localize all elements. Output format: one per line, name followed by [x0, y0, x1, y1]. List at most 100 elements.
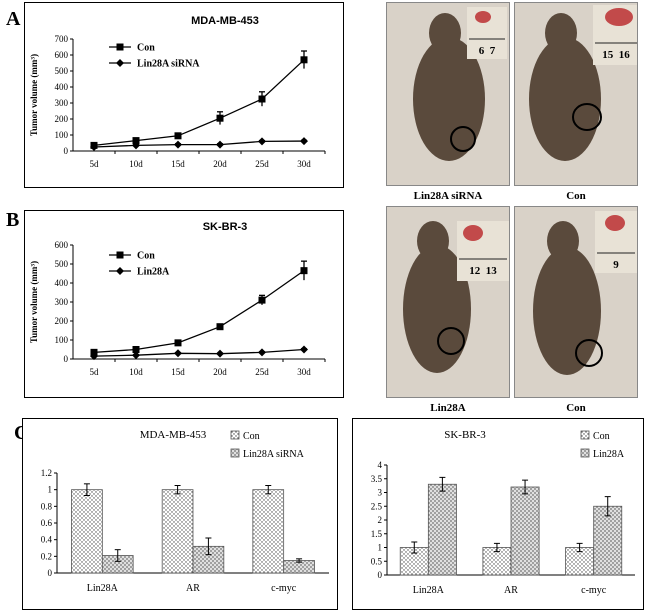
data-point-square: [258, 296, 266, 304]
photo-a-sirna: 6 7: [386, 2, 510, 186]
data-point-diamond: [132, 351, 140, 360]
y-tick-label: 600: [55, 50, 69, 60]
data-point-square: [174, 339, 182, 347]
data-point-diamond: [300, 137, 308, 146]
data-point-square: [300, 56, 308, 64]
data-point-square: [216, 114, 224, 122]
photo-b-con: 9: [514, 206, 638, 398]
series-line-1: [93, 140, 305, 148]
legend-marker-square: [116, 251, 124, 259]
y-tick-label: 0.2: [41, 551, 52, 561]
y-tick-label: 200: [55, 316, 69, 326]
data-point-square: [132, 346, 140, 353]
legend-label: Lin28A siRNA: [243, 449, 305, 460]
x-tick-label: c-myc: [581, 585, 607, 596]
legend-swatch: [580, 430, 590, 440]
x-tick-label: 25d: [255, 367, 269, 377]
bar: [252, 489, 285, 574]
legend-swatch: [580, 448, 590, 458]
data-point-diamond: [132, 141, 140, 150]
mouse-illustration-a-left: [413, 7, 507, 161]
caption-b-right: Con: [566, 402, 586, 414]
legend-label: Con: [137, 43, 155, 54]
data-point-square: [132, 137, 140, 145]
y-tick-label: 2.5: [371, 501, 383, 511]
panel-letter-a: A: [6, 8, 21, 30]
legend-label: Lin28A: [593, 449, 625, 460]
chart-d: SK-BR-3 0 0.5 1 1.5 2 2.5 3 3.5 4 Lin28A AR c-myc Con…: [371, 429, 635, 596]
legend-label: Lin28A siRNA: [137, 59, 200, 70]
chart-d-frame: SK-BR-3 0 0.5 1 1.5 2 2.5 3 3.5 4 Lin28A AR c-myc Con…: [352, 418, 644, 610]
photo-a-con: 15 16: [514, 2, 638, 186]
series-line-0: [93, 270, 305, 353]
bar: [510, 486, 540, 576]
y-tick-label: 500: [55, 66, 69, 76]
y-tick-label: 0.4: [41, 535, 53, 545]
y-tick-label: 0: [64, 354, 69, 364]
y-tick-label: 400: [55, 82, 69, 92]
x-tick-label: Lin28A: [413, 585, 445, 596]
caption-b-left: Lin28A: [430, 402, 466, 414]
x-tick-label: 25d: [255, 159, 269, 169]
y-tick-label: 4: [378, 460, 383, 470]
chart-b-ylabel: Tumor volume (mm³): [29, 261, 39, 343]
chart-b-title: SK-BR-3: [203, 221, 248, 233]
y-tick-label: 300: [55, 297, 69, 307]
series-line-1: [93, 348, 305, 357]
chart-c-frame: MDA-MB-453 0 0.2 0.4 0.6 0.8 1 1.2 Lin28A AR c-myc…: [22, 418, 338, 610]
data-point-diamond: [258, 348, 266, 357]
series-line-0: [93, 59, 305, 147]
ruler-a-left: 6 7: [478, 45, 496, 57]
chart-a-title: MDA-MB-453: [191, 15, 259, 27]
y-tick-label: 1.5: [371, 529, 383, 539]
caption-a-left: Lin28A siRNA: [413, 190, 483, 202]
data-point-diamond: [90, 143, 98, 151]
y-tick-label: 500: [55, 259, 69, 269]
chart-c-title: MDA-MB-453: [140, 429, 207, 441]
x-tick-label: 20d: [213, 159, 227, 169]
legend-swatch: [230, 430, 240, 440]
data-point-square: [258, 95, 266, 103]
panel-letter-b: B: [6, 209, 20, 231]
legend-label: Con: [243, 431, 260, 442]
bar: [427, 483, 457, 576]
y-tick-label: 2: [378, 515, 383, 525]
y-tick-label: 1: [48, 485, 53, 495]
ruler-b-left: 12 13: [469, 265, 497, 277]
chart-a: MDA-MB-453 Tumor volume (mm³) 0 100 200 300 40…: [29, 15, 326, 169]
mouse-illustration-b-left: [403, 221, 509, 373]
y-tick-label: 0: [48, 568, 53, 578]
data-point-diamond: [174, 349, 182, 358]
chart-c: MDA-MB-453 0 0.2 0.4 0.6 0.8 1 1.2 Lin28A AR c-myc…: [41, 429, 329, 594]
data-point-square: [174, 132, 182, 140]
y-tick-label: 0: [378, 570, 383, 580]
legend-swatch: [230, 448, 240, 458]
x-tick-label: 20d: [213, 367, 227, 377]
x-tick-label: 5d: [90, 367, 100, 377]
caption-a-right: Con: [566, 190, 586, 202]
x-tick-label: 30d: [297, 159, 311, 169]
y-tick-label: 700: [55, 34, 69, 44]
legend-label: Con: [593, 431, 610, 442]
y-tick-label: 0.8: [41, 501, 53, 511]
y-tick-label: 0.6: [41, 518, 53, 528]
bar: [593, 505, 623, 576]
x-tick-label: c-myc: [271, 583, 297, 594]
bar: [71, 489, 103, 574]
y-tick-label: 3: [378, 488, 383, 498]
chart-a-ylabel: Tumor volume (mm³): [29, 54, 39, 136]
mouse-illustration-a-right: [529, 5, 637, 161]
chart-b-frame: SK-BR-3 Tumor volume (mm³) 0 100 200 300 400 50…: [24, 210, 344, 398]
mouse-illustration-b-right: [533, 211, 637, 375]
x-tick-label: 15d: [171, 159, 185, 169]
y-tick-label: 3.5: [371, 474, 383, 484]
data-point-diamond: [216, 140, 224, 149]
legend-marker-diamond: [116, 267, 124, 275]
chart-d-title: SK-BR-3: [444, 429, 486, 441]
chart-a-frame: MDA-MB-453 Tumor volume (mm³) 0 100 200 300 40…: [24, 2, 344, 188]
data-point-square: [216, 323, 224, 331]
legend-marker-square: [116, 43, 124, 51]
y-tick-label: 200: [55, 114, 69, 124]
y-tick-label: 100: [55, 130, 69, 140]
photo-b-lin28a: 12 13: [386, 206, 510, 398]
